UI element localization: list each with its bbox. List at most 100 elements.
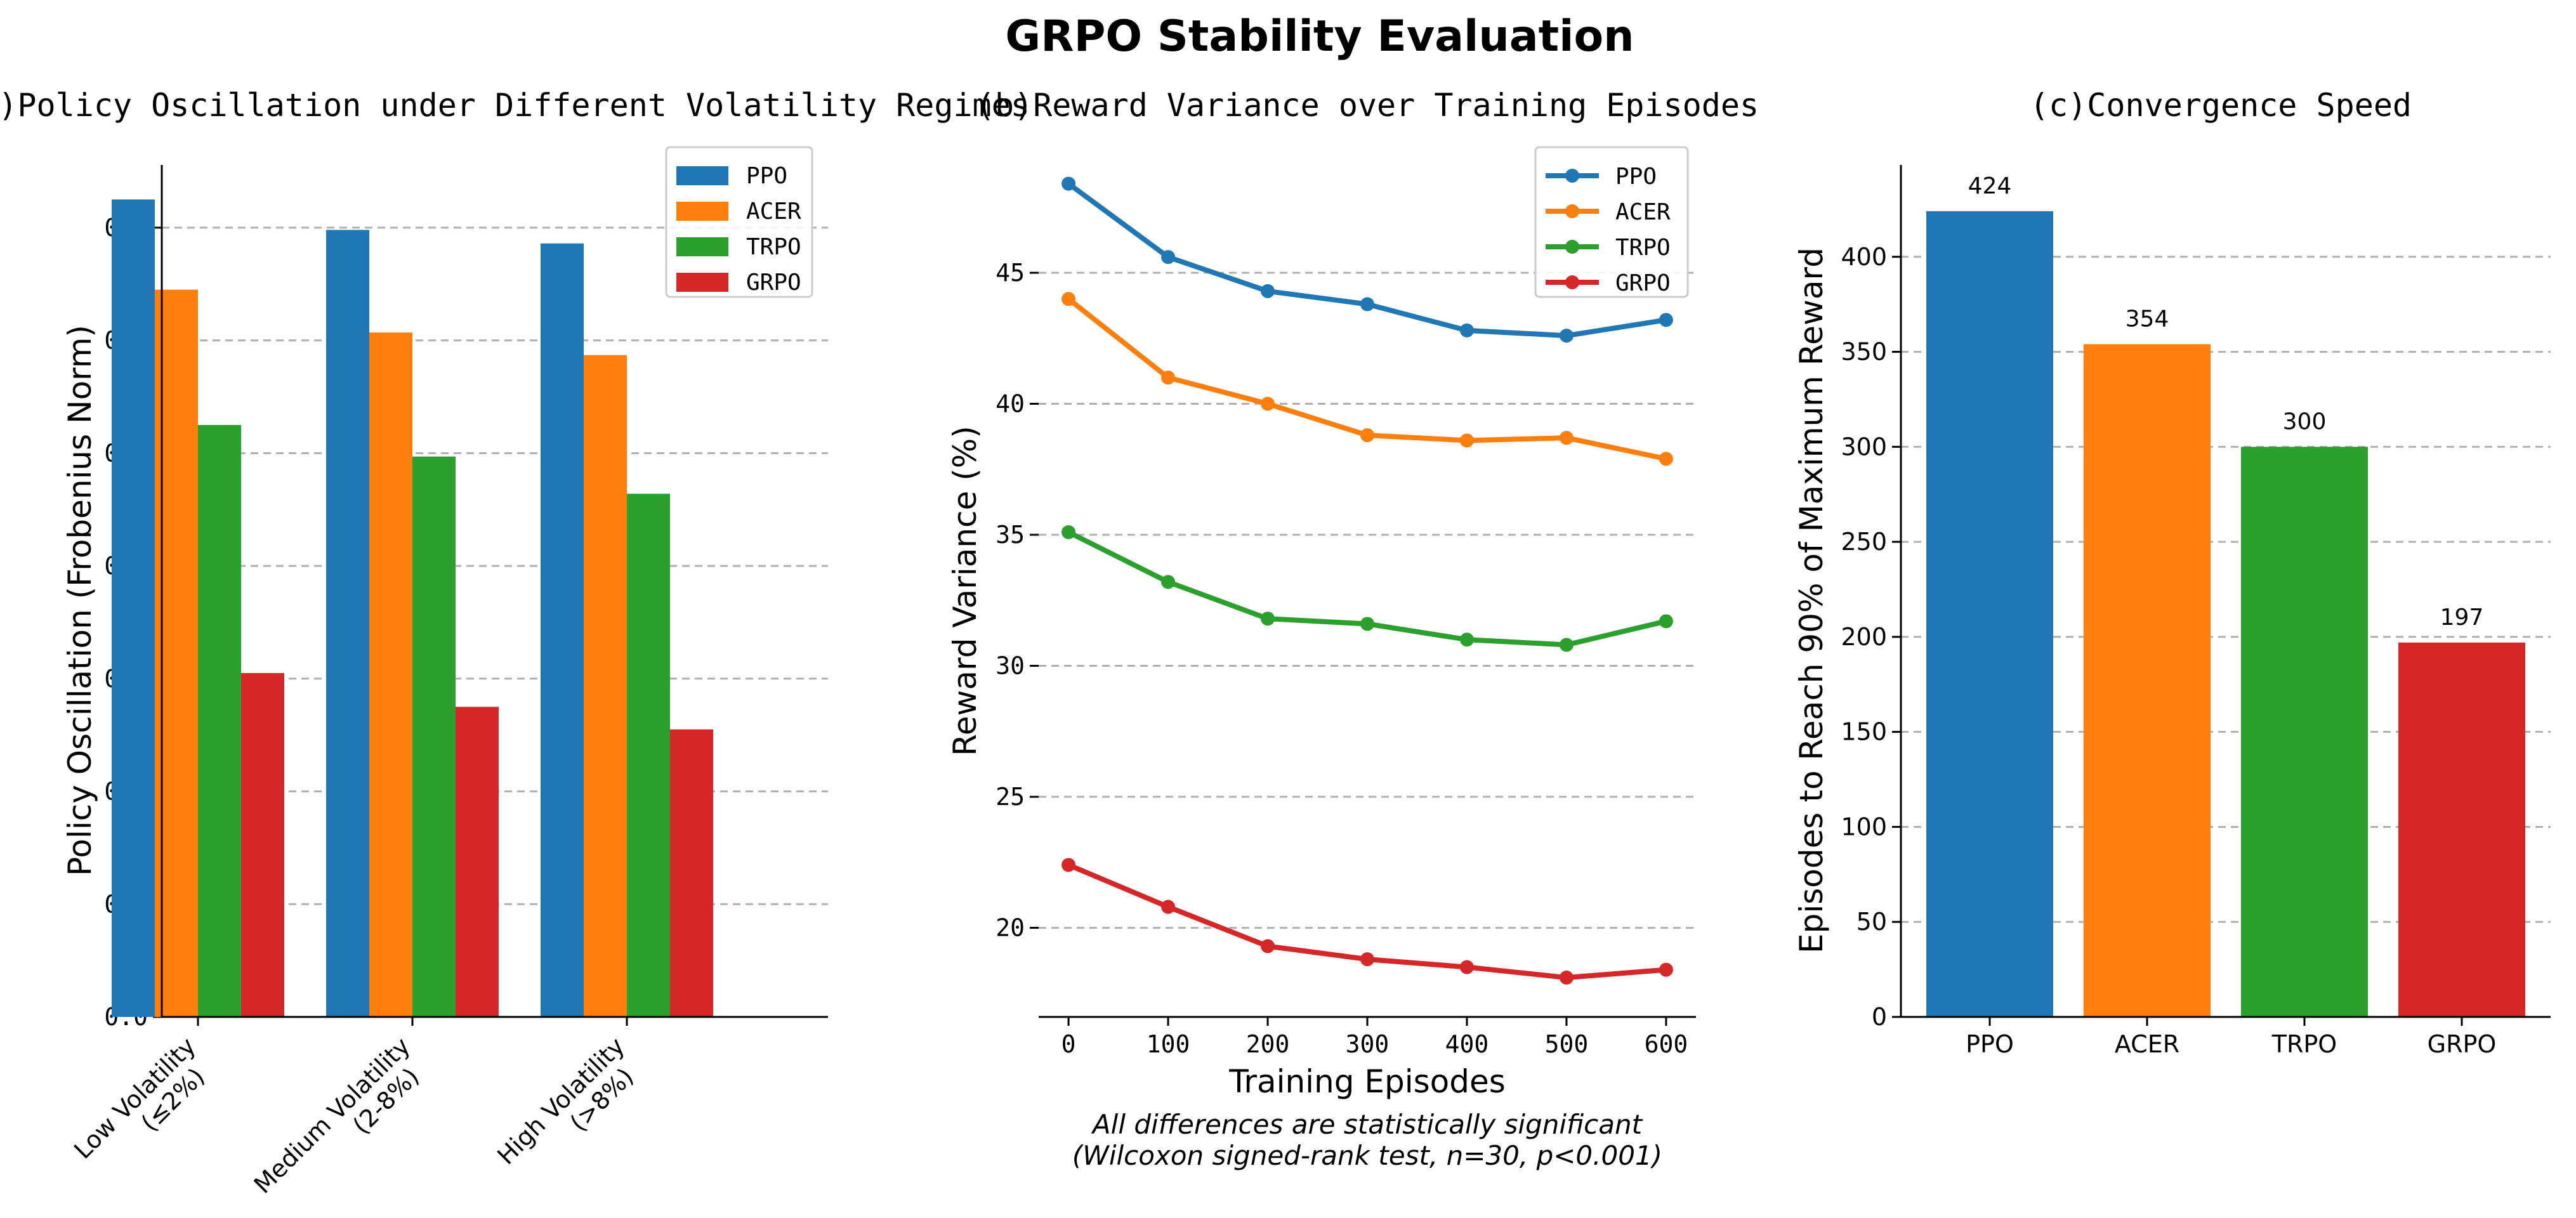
legend-label-grpo: GRPO <box>1615 270 1671 296</box>
bar-ppo <box>1926 211 2053 1017</box>
point-ppo <box>1360 297 1374 311</box>
point-ppo <box>1061 176 1076 191</box>
panel-a-title: (a)Policy Oscillation under Different Vo… <box>0 87 1030 124</box>
x-tick-label: ACER <box>2115 1030 2179 1058</box>
legend-label-trpo: TRPO <box>1615 235 1671 261</box>
x-tick-label: PPO <box>1966 1030 2014 1058</box>
data-label-grpo: 197 <box>2440 605 2484 631</box>
bar-acer <box>369 332 412 1017</box>
bar-grpo <box>670 729 713 1017</box>
point-acer <box>1559 431 1574 445</box>
point-acer <box>1360 428 1374 443</box>
legend-label-ppo: PPO <box>1615 164 1657 190</box>
legend-label-ppo: PPO <box>746 163 787 189</box>
y-tick-label: 150 <box>1841 718 1887 746</box>
legend-marker-grpo <box>1565 275 1579 289</box>
significance-note-line1: All differences are statistically signif… <box>1091 1109 1643 1140</box>
bar-ppo <box>326 230 369 1017</box>
y-tick-label: 400 <box>1841 243 1887 271</box>
panel-b-reward-variance: (b)Reward Variance over Training Episode… <box>947 87 1759 1100</box>
bar-ppo <box>112 199 155 1017</box>
point-ppo <box>1659 313 1673 327</box>
point-trpo <box>1360 617 1374 631</box>
x-tick-label: 300 <box>1346 1030 1390 1058</box>
legend-box <box>1534 146 1689 298</box>
panel-b-xlabel: Training Episodes <box>1228 1063 1506 1100</box>
point-grpo <box>1459 960 1474 974</box>
bar-trpo <box>198 424 241 1017</box>
point-ppo <box>1161 250 1176 265</box>
point-grpo <box>1360 952 1374 967</box>
x-tick-label: 100 <box>1147 1030 1190 1058</box>
x-tick-label: 500 <box>1545 1030 1589 1058</box>
point-trpo <box>1161 575 1176 589</box>
point-trpo <box>1061 525 1076 539</box>
legend-marker-ppo <box>1565 169 1579 183</box>
bar-trpo <box>2241 447 2368 1017</box>
y-tick-label: 45 <box>996 259 1025 287</box>
x-tick-label: 0 <box>1061 1030 1076 1058</box>
point-acer <box>1459 433 1474 448</box>
point-grpo <box>1261 939 1275 953</box>
legend-swatch-acer <box>676 202 728 221</box>
legend-label-acer: ACER <box>1615 199 1671 225</box>
point-acer <box>1061 292 1076 306</box>
significance-note-line2: (Wilcoxon signed-rank test, n=30, p<0.00… <box>1072 1140 1662 1171</box>
point-acer <box>1659 452 1673 466</box>
x-tick-label: TRPO <box>2271 1030 2337 1058</box>
x-tick-label-group: High Volatility(>8%) <box>492 1032 639 1170</box>
panel-a-policy-oscillation: (a)Policy Oscillation under Different Vo… <box>0 87 1030 1199</box>
x-tick-label: 200 <box>1246 1030 1290 1058</box>
y-tick-label: 30 <box>996 652 1025 680</box>
x-tick-label: 600 <box>1645 1030 1688 1058</box>
point-grpo <box>1161 900 1176 914</box>
point-trpo <box>1659 614 1673 629</box>
bar-ppo <box>541 243 584 1018</box>
bar-acer <box>2084 344 2211 1017</box>
legend-swatch-ppo <box>676 166 728 185</box>
y-tick-label: 35 <box>996 521 1025 549</box>
bar-trpo <box>627 494 670 1017</box>
point-trpo <box>1559 638 1574 652</box>
y-tick-label: 40 <box>996 390 1025 418</box>
bar-trpo <box>412 456 456 1017</box>
legend-label-acer: ACER <box>746 199 801 225</box>
panel-c-title: (c)Convergence Speed <box>2030 87 2412 124</box>
y-tick-label: 250 <box>1841 528 1887 556</box>
panel-a-ylabel: Policy Oscillation (Frobenius Norm) <box>62 325 98 876</box>
point-grpo <box>1061 858 1076 872</box>
panel-c-convergence-speed: (c)Convergence Speed 0 50 100 150 200 250 300 35… <box>1793 87 2551 1058</box>
point-ppo <box>1559 329 1574 343</box>
y-tick-label: 50 <box>1856 908 1887 936</box>
x-tick-label: 400 <box>1445 1030 1489 1058</box>
point-ppo <box>1261 284 1275 298</box>
legend-marker-acer <box>1565 204 1579 218</box>
legend-swatch-grpo <box>676 273 728 292</box>
data-label-trpo: 300 <box>2283 409 2327 435</box>
legend-label-trpo: TRPO <box>746 234 801 260</box>
x-tick-label: GRPO <box>2428 1030 2497 1058</box>
y-tick-label: 20 <box>996 914 1025 942</box>
legend-swatch-trpo <box>676 237 728 256</box>
x-tick-label-group: Low Volatility(≤2%) <box>69 1032 210 1165</box>
bar-grpo <box>241 672 284 1017</box>
point-ppo <box>1459 323 1474 337</box>
figure-title: GRPO Stability Evaluation <box>1005 11 1634 62</box>
legend-label-grpo: GRPO <box>746 270 801 296</box>
y-tick-label: 300 <box>1841 433 1887 461</box>
point-grpo <box>1659 962 1673 977</box>
panel-b-ylabel: Reward Variance (%) <box>947 426 983 756</box>
y-tick-label: 100 <box>1841 813 1887 841</box>
y-tick-label: 25 <box>996 783 1025 811</box>
y-tick-label: 0 <box>1872 1003 1887 1031</box>
point-acer <box>1261 396 1275 411</box>
y-tick-label: 200 <box>1841 623 1887 651</box>
x-tick-label-group: Medium Volatility(2-8%) <box>249 1032 424 1199</box>
bar-grpo <box>2398 642 2525 1017</box>
data-label-ppo: 424 <box>1968 173 2012 199</box>
point-grpo <box>1559 971 1574 985</box>
data-label-acer: 354 <box>2126 306 2169 332</box>
bar-grpo <box>456 707 499 1017</box>
y-tick-label: 350 <box>1841 338 1887 366</box>
legend-marker-trpo <box>1565 240 1579 254</box>
